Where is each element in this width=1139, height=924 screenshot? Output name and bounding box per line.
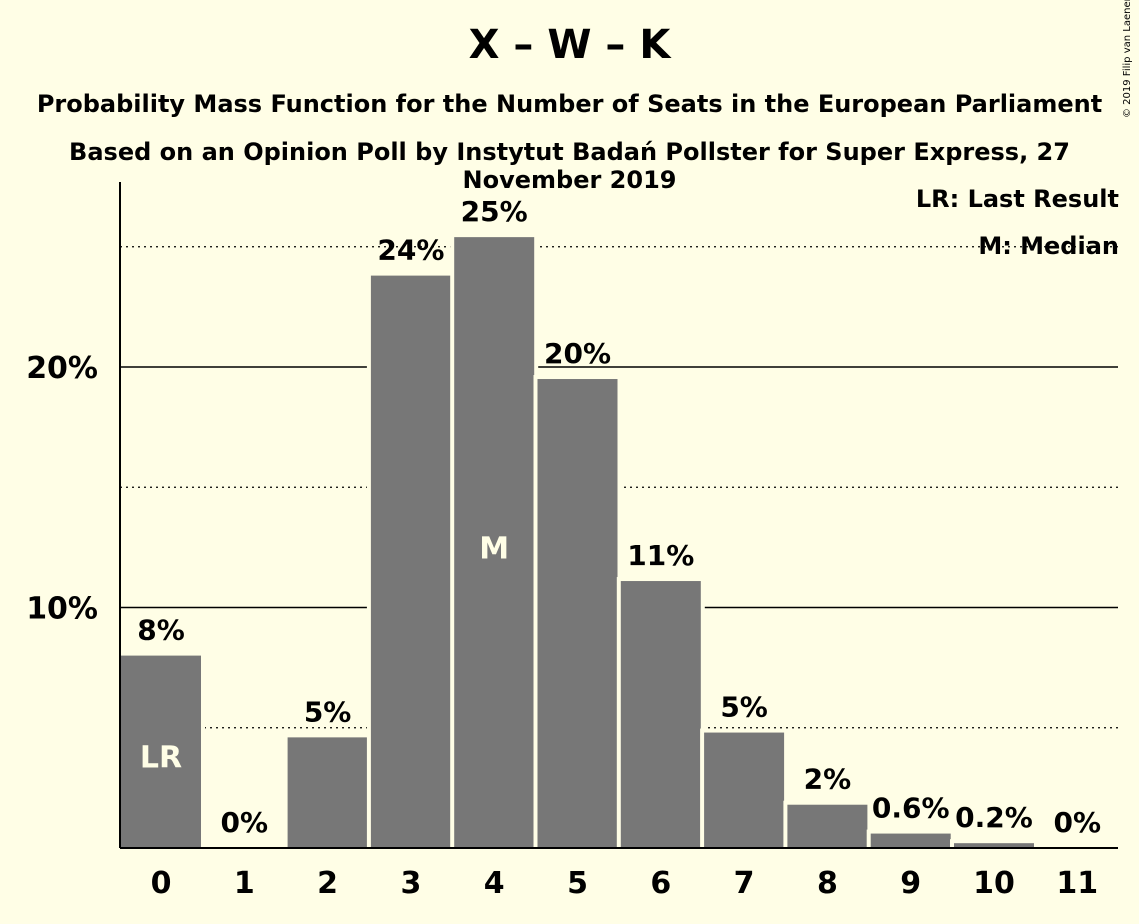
bar (537, 379, 618, 848)
x-tick-label: 8 (817, 866, 838, 901)
y-tick-label: 10% (26, 592, 98, 627)
y-tick-label: 20% (26, 351, 98, 386)
x-tick-label: 3 (400, 866, 421, 901)
data-label: 5% (720, 691, 768, 724)
bar (704, 732, 785, 848)
bar-marker-label: LR (140, 741, 182, 776)
legend-median: M: Median (978, 232, 1119, 260)
bar-marker-label: M (479, 531, 509, 566)
bar (287, 737, 368, 848)
x-tick-label: 11 (1056, 866, 1098, 901)
data-label: 0% (221, 806, 269, 839)
data-label: 20% (544, 337, 611, 370)
x-tick-label: 4 (484, 866, 505, 901)
data-label: 0% (1054, 806, 1102, 839)
x-tick-label: 1 (234, 866, 255, 901)
x-tick-label: 7 (734, 866, 755, 901)
data-label: 2% (804, 763, 852, 796)
data-label: 25% (461, 195, 528, 228)
x-tick-label: 10 (973, 866, 1015, 901)
x-tick-label: 2 (317, 866, 338, 901)
data-label: 0.2% (955, 801, 1033, 834)
data-label: 11% (627, 539, 694, 572)
x-tick-label: 5 (567, 866, 588, 901)
bar (787, 804, 868, 848)
bar (121, 655, 201, 848)
data-label: 8% (137, 614, 185, 647)
data-label: 5% (304, 695, 352, 728)
x-tick-label: 0 (151, 866, 172, 901)
data-label: 24% (377, 234, 444, 267)
bar (870, 833, 951, 848)
bar (620, 581, 701, 848)
x-tick-label: 6 (650, 866, 671, 901)
chart-subtitle-source: Based on an Opinion Poll by Instytut Bad… (69, 138, 1070, 194)
bar (370, 275, 451, 848)
bar (454, 237, 535, 848)
chart-subtitle: Probability Mass Function for the Number… (36, 90, 1103, 118)
data-label: 0.6% (872, 792, 950, 825)
chart-title: X – W – K (468, 22, 671, 68)
x-tick-label: 9 (900, 866, 921, 901)
legend-last-result: LR: Last Result (915, 185, 1119, 213)
bar (954, 843, 1034, 848)
